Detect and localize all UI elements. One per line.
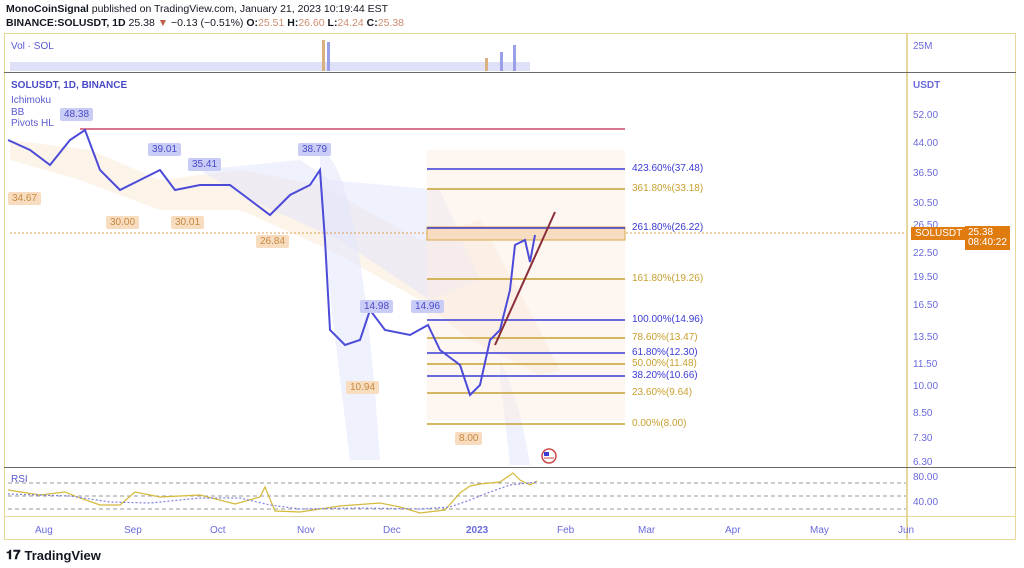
last-price: 25.38	[128, 17, 155, 29]
price-change: −0.13 (−0.51%)	[171, 17, 244, 29]
fib-label: 361.80%(33.18)	[632, 183, 704, 194]
indicator-ichimoku[interactable]: Ichimoku	[11, 95, 52, 106]
fib-label: 0.00%(8.00)	[632, 418, 687, 429]
price-tick: 11.50	[913, 359, 938, 370]
pivot-high-tag: 14.96	[411, 300, 445, 313]
pivot-high-tag: 48.38	[60, 108, 94, 121]
fib-label: 78.60%(13.47)	[632, 332, 698, 343]
rsi-tick: 40.00	[913, 497, 939, 508]
time-tick: Feb	[557, 525, 575, 536]
price-tick: 19.50	[913, 272, 939, 283]
pivot-high-tag: 39.01	[148, 143, 182, 156]
price-tick: 8.50	[913, 408, 933, 419]
flag-countdown: 08:40:22	[968, 237, 1007, 248]
time-tick: Aug	[35, 525, 53, 536]
rsi-tick: 80.00	[913, 472, 939, 483]
price-tick: 10.00	[913, 381, 939, 392]
fib-label: 23.60%(9.64)	[632, 387, 693, 398]
currency-label: USDT	[913, 80, 941, 91]
rsi-legend: RSI	[11, 474, 28, 485]
tradingview-logo[interactable]: 𝟏𝟕 TradingView	[6, 547, 101, 563]
time-tick: Nov	[297, 525, 315, 536]
close-label: C:	[366, 17, 378, 29]
price-tick: 52.00	[913, 110, 939, 121]
low-value: 24.24	[337, 17, 364, 29]
volume-axis-label: 25M	[913, 41, 933, 52]
time-tick: Mar	[638, 525, 656, 536]
last-price-flag: 25.38 08:40:22	[965, 226, 1010, 250]
indicator-pivots[interactable]: Pivots HL	[11, 118, 54, 129]
price-tick: 6.30	[913, 457, 933, 468]
flag-price: 25.38	[968, 227, 994, 238]
high-label: H:	[287, 17, 299, 29]
time-tick: 2023	[466, 525, 489, 536]
volume-legend: Vol · SOL	[11, 41, 54, 52]
price-tick: 7.30	[913, 433, 933, 444]
fib-lines	[427, 168, 625, 425]
published-text: published on TradingView.com, January 21…	[91, 3, 389, 15]
price-tick: 26.50	[913, 220, 939, 231]
price-axis-separator	[906, 33, 908, 540]
time-tick: Oct	[210, 525, 226, 536]
pivot-low-tag: 34.67	[8, 192, 42, 205]
fib-label: 161.80%(19.26)	[632, 273, 704, 284]
time-tick: Sep	[124, 525, 142, 536]
indicator-bb[interactable]: BB	[11, 107, 25, 118]
symbol-line: BINANCE:SOLUSDT, 1D	[6, 17, 126, 29]
time-axis-divider	[4, 516, 1016, 517]
fib-label: 50.00%(11.48)	[632, 358, 697, 369]
pivot-low-tag: 10.94	[346, 381, 380, 394]
fib-label: 423.60%(37.48)	[632, 163, 704, 174]
pivot-high-tag: 14.98	[360, 300, 394, 313]
fib-label: 100.00%(14.96)	[632, 314, 704, 325]
publish-header: MonoCoinSignal published on TradingView.…	[6, 2, 404, 30]
time-tick: Dec	[383, 525, 401, 536]
time-tick: Apr	[725, 525, 741, 536]
main-pane-title: SOLUSDT, 1D, BINANCE	[11, 80, 128, 91]
volume-bars	[10, 40, 530, 71]
rsi-pane-divider	[4, 467, 1016, 468]
tradingview-logo-icon: 𝟏𝟕	[6, 547, 21, 562]
close-value: 25.38	[377, 17, 405, 29]
price-tick: 13.50	[913, 332, 939, 343]
low-label: L:	[327, 17, 338, 29]
price-tick: 22.50	[913, 248, 939, 259]
time-tick: Jun	[898, 525, 915, 536]
pivot-low-tag: 30.01	[171, 216, 205, 229]
price-tick: 30.50	[913, 198, 939, 209]
fib-label: 61.80%(12.30)	[632, 347, 698, 358]
price-tick: 16.50	[913, 300, 939, 311]
fib-label: 261.80%(26.22)	[632, 222, 704, 233]
open-label: O:	[246, 17, 259, 29]
pivot-high-tag: 35.41	[188, 158, 222, 171]
high-value: 26.60	[298, 17, 325, 29]
chart-frame	[4, 33, 1016, 540]
brand-text: TradingView	[24, 547, 101, 563]
price-tick: 36.50	[913, 168, 939, 179]
symbol-price-flag: SOLUSDT	[911, 227, 967, 240]
pivot-high-tag: 38.79	[298, 143, 332, 156]
pivot-low-tag: 30.00	[106, 216, 140, 229]
pivot-low-tag: 26.84	[256, 235, 290, 248]
publisher-name: MonoCoinSignal	[6, 3, 89, 15]
down-arrow-icon: ▼	[157, 17, 169, 29]
time-tick: May	[810, 525, 829, 536]
pivot-low-tag: 8.00	[455, 432, 483, 445]
open-value: 25.51	[258, 17, 285, 29]
fib-label: 38.20%(10.66)	[632, 370, 698, 381]
price-tick: 44.00	[913, 138, 939, 149]
volume-pane-divider	[4, 72, 1016, 73]
